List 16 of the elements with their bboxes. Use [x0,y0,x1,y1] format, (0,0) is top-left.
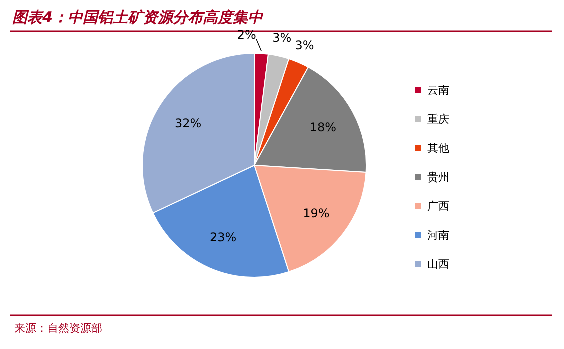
data-label: 18% [310,120,337,135]
legend-label: 广西 [428,200,450,213]
data-label: 3% [272,30,292,45]
legend-label: 其他 [428,142,450,155]
data-label: 23% [210,230,237,244]
source-note: 来源：自然资源部 [14,322,102,335]
data-label: 19% [303,206,330,221]
legend-label: 重庆 [428,113,450,126]
legend-label: 贵州 [428,171,450,184]
data-label: 2% [237,28,256,42]
legend-label: 山西 [428,258,450,271]
data-label: 3% [295,38,314,52]
chart-title: 图表4：中国铝土矿资源分布高度集中 [12,8,264,26]
legend-label: 云南 [428,84,450,97]
legend-label: 河南 [428,229,450,242]
data-label: 32% [174,116,202,130]
